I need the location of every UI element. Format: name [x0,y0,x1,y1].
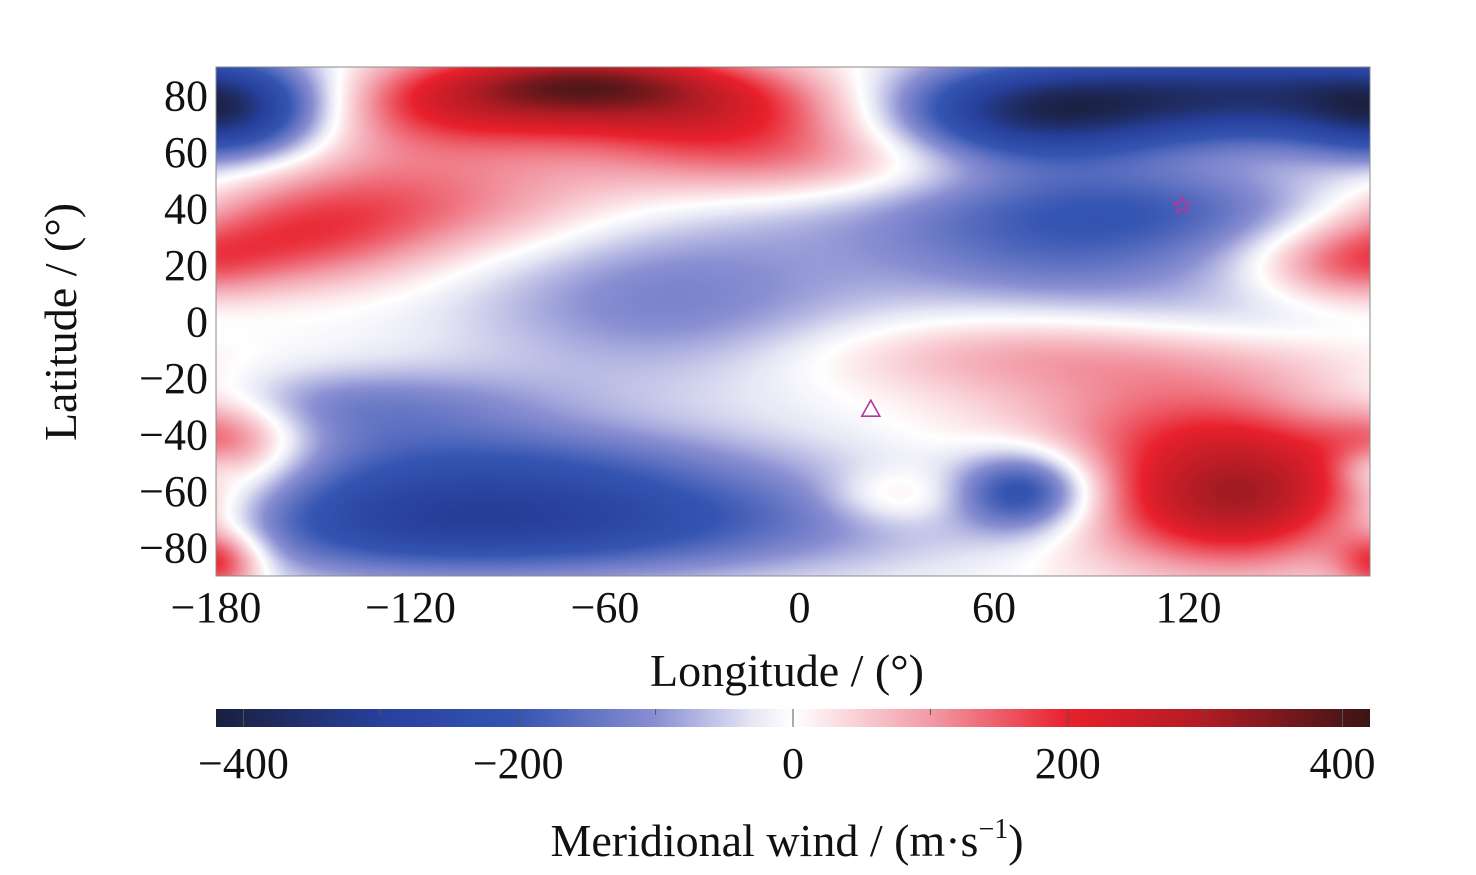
markers [860,194,1193,418]
y-tick-label: 60 [164,128,208,177]
y-tick-label: 0 [186,298,208,347]
y-tick-label: −60 [139,467,208,516]
colorbar-tick-label: 0 [782,739,804,788]
star-marker [1171,194,1193,215]
y-tick-label: −40 [139,411,208,460]
colorbar-title-close: ) [1008,815,1023,866]
colorbar-tick-label: −200 [473,739,564,788]
y-tick-label: −80 [139,524,208,573]
colorbar-tick-label: 400 [1310,739,1376,788]
colorbar-tick-label: −400 [198,739,289,788]
colorbar-title: Meridional wind / (m·s−1) [550,814,1023,866]
x-tick-label: 120 [1155,583,1221,632]
triangle-marker [860,398,882,418]
x-tick-label: −180 [171,583,262,632]
colorbar-tick-label: 200 [1035,739,1101,788]
plot-frame [215,66,1371,577]
x-tick-label: 0 [788,583,810,632]
y-tick-label: 80 [164,71,208,120]
heatmap-area [216,67,1370,576]
x-tick-label: −60 [571,583,640,632]
x-tick-labels: −180 −120 −60 0 60 120 [171,583,1222,632]
x-axis-title: Longitude / (°) [650,645,924,696]
y-tick-label: 40 [164,184,208,233]
y-tick-label: −20 [139,354,208,403]
x-tick-label: 60 [972,583,1016,632]
colorbar-title-main: Meridional wind / (m·s [550,815,978,866]
colorbar-ticks: −400 −200 0 200 400 [198,709,1376,788]
y-axis-title: Latitude / (°) [35,203,86,441]
y-tick-labels: 80 60 40 20 0 −20 −40 −60 −80 [139,71,208,572]
x-tick-label: −120 [365,583,456,632]
colorbar-title-exponent: −1 [978,814,1008,845]
y-tick-label: 20 [164,241,208,290]
